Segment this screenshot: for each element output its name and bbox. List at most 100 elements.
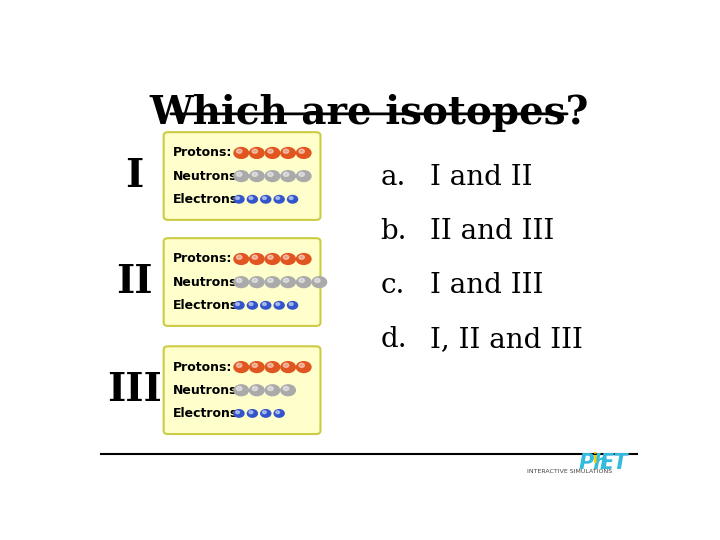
Text: II and III: II and III [431,218,554,245]
Circle shape [312,276,327,287]
Text: Neutrons:: Neutrons: [173,384,242,397]
Circle shape [235,411,240,414]
Text: III: III [107,371,162,409]
FancyBboxPatch shape [163,346,320,434]
Circle shape [268,363,273,367]
Circle shape [250,276,264,287]
Circle shape [234,276,248,287]
Text: INTERACTIVE SIMULATIONS: INTERACTIVE SIMULATIONS [527,469,613,474]
Text: Neutrons:: Neutrons: [173,275,242,289]
Circle shape [252,363,258,367]
Text: I and III: I and III [431,272,544,299]
Circle shape [265,254,280,265]
Circle shape [261,195,271,203]
Circle shape [265,276,280,287]
Circle shape [250,147,264,158]
Text: b.: b. [380,218,407,245]
Circle shape [250,362,264,373]
Text: I, II and III: I, II and III [431,326,583,353]
Circle shape [249,303,253,306]
Circle shape [236,255,242,259]
Circle shape [276,197,279,199]
Text: Which are isotopes?: Which are isotopes? [149,94,589,132]
Circle shape [252,387,258,390]
Circle shape [250,171,264,181]
Circle shape [263,303,266,306]
Circle shape [287,301,297,309]
Circle shape [248,410,258,417]
Circle shape [274,301,284,309]
Circle shape [297,276,311,287]
Circle shape [297,254,311,265]
FancyBboxPatch shape [163,238,320,326]
Circle shape [248,301,258,309]
Circle shape [236,387,242,390]
Circle shape [268,255,273,259]
Circle shape [234,301,244,309]
Text: Protons:: Protons: [173,253,232,266]
Circle shape [236,278,242,282]
Circle shape [235,303,240,306]
Circle shape [283,255,289,259]
Circle shape [249,197,253,199]
Circle shape [274,410,284,417]
Text: Electrons:: Electrons: [173,193,243,206]
Circle shape [283,149,289,153]
Circle shape [289,197,293,199]
Circle shape [281,362,295,373]
Circle shape [250,385,264,396]
Circle shape [283,278,289,282]
Circle shape [252,255,258,259]
Text: d.: d. [380,326,407,353]
Circle shape [274,195,284,203]
Circle shape [234,195,244,203]
Circle shape [234,362,248,373]
Text: ET: ET [600,453,628,473]
Circle shape [268,278,273,282]
Circle shape [234,254,248,265]
Circle shape [299,255,305,259]
Text: I: I [125,157,144,195]
Circle shape [268,149,273,153]
Circle shape [281,147,295,158]
Circle shape [236,149,242,153]
Circle shape [261,410,271,417]
Circle shape [283,172,289,177]
Circle shape [261,301,271,309]
Circle shape [283,387,289,390]
Circle shape [297,147,311,158]
Text: i: i [593,452,598,466]
Circle shape [263,197,266,199]
Circle shape [281,171,295,181]
Circle shape [281,385,295,396]
Circle shape [297,171,311,181]
Text: Protons:: Protons: [173,361,232,374]
Circle shape [276,303,279,306]
Circle shape [268,172,273,177]
Circle shape [263,411,266,414]
Circle shape [268,387,273,390]
Circle shape [287,195,297,203]
Text: II: II [117,263,153,301]
Circle shape [265,171,280,181]
Circle shape [235,197,240,199]
Circle shape [299,172,305,177]
FancyBboxPatch shape [163,132,320,220]
Circle shape [299,278,305,282]
Text: Neutrons:: Neutrons: [173,170,242,183]
Circle shape [265,385,280,396]
Circle shape [299,363,305,367]
Circle shape [265,147,280,158]
Text: Electrons:: Electrons: [173,407,243,420]
Text: Ph: Ph [578,453,608,473]
Circle shape [281,254,295,265]
Circle shape [249,411,253,414]
Circle shape [234,410,244,417]
Text: Protons:: Protons: [173,146,232,159]
Circle shape [252,278,258,282]
Circle shape [276,411,279,414]
Circle shape [234,147,248,158]
Text: I and II: I and II [431,164,533,191]
Circle shape [236,363,242,367]
Circle shape [297,362,311,373]
